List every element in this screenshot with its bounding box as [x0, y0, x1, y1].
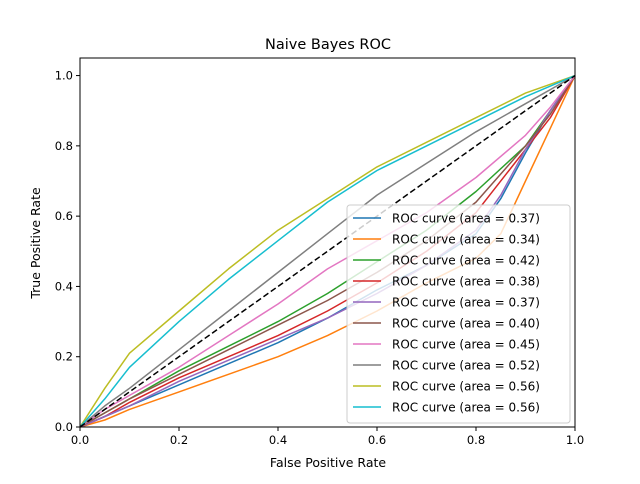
x-tick-label: 0.0	[71, 433, 89, 447]
roc-series-line-9	[79, 74, 576, 428]
legend-entry-label: ROC curve (area = 0.37)	[392, 212, 540, 226]
x-tick-label: 0.2	[170, 433, 188, 447]
roc-series-line-7	[79, 75, 576, 428]
legend: ROC curve (area = 0.37) ROC curve (area =…	[346, 204, 571, 424]
y-tick-label: 0.4	[55, 279, 73, 293]
x-tick-label: 1.0	[566, 433, 584, 447]
y-tick-label: 0.6	[55, 209, 73, 223]
y-tick-label: 1.0	[55, 69, 73, 83]
roc-series-line-6	[79, 75, 576, 428]
legend-entry-label: ROC curve (area = 0.52)	[392, 359, 540, 373]
legend-entry-label: ROC curve (area = 0.45)	[392, 338, 540, 352]
x-axis-label: False Positive Rate	[270, 455, 386, 470]
legend-entry-label: ROC curve (area = 0.56)	[392, 401, 540, 415]
x-tick-label: 0.4	[269, 433, 287, 447]
y-tick-label: 0.8	[55, 139, 73, 153]
legend-entry-label: ROC curve (area = 0.56)	[392, 380, 540, 394]
plot-area: 0.0 0.2 0.4 0.6 0.8 1.0 0.0 0.2 0.4 0.6 0.8 1.0	[55, 57, 584, 447]
legend-entry-label: ROC curve (area = 0.40)	[392, 317, 540, 331]
y-tick-label: 0.2	[55, 350, 73, 364]
chance-diagonal-line	[79, 74, 576, 428]
legend-entry-label: ROC curve (area = 0.34)	[392, 233, 540, 247]
y-tick-label: 0.0	[55, 420, 73, 434]
legend-box	[346, 204, 571, 424]
legend-entry-label: ROC curve (area = 0.42)	[392, 254, 540, 268]
x-tick-label: 0.8	[467, 433, 485, 447]
y-axis-label: True Positive Rate	[28, 187, 43, 300]
axes-frame	[79, 57, 576, 428]
x-tick-label: 0.6	[368, 433, 386, 447]
legend-entry-label: ROC curve (area = 0.37)	[392, 296, 540, 310]
legend-entry-label: ROC curve (area = 0.38)	[392, 275, 540, 289]
chart-title: Naive Bayes ROC	[265, 37, 391, 53]
roc-series-line-8	[79, 74, 576, 428]
roc-series-line-10	[79, 74, 576, 428]
